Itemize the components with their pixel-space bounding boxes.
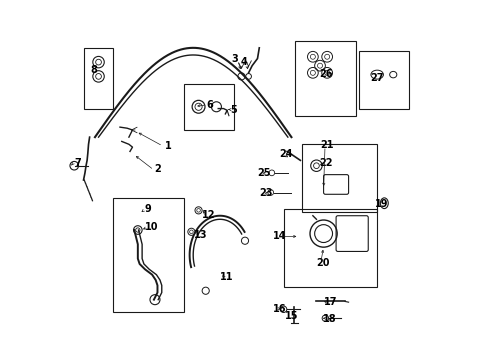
Bar [295,41,356,116]
Text: 14: 14 [273,231,287,242]
Bar [113,198,184,312]
Text: 20: 20 [316,258,330,268]
Text: 23: 23 [259,188,272,198]
Bar [359,51,409,109]
Text: 2: 2 [154,164,161,174]
Text: 8: 8 [91,65,98,75]
Text: 19: 19 [375,199,388,209]
Text: 7: 7 [74,158,81,168]
Bar [284,208,377,287]
Text: 18: 18 [323,314,337,324]
Text: 6: 6 [206,100,213,110]
Text: 11: 11 [220,272,234,282]
Text: 24: 24 [279,149,293,159]
Text: 4: 4 [241,57,247,67]
Bar [302,144,377,212]
Text: 27: 27 [370,73,384,83]
Text: 22: 22 [319,158,333,168]
Text: 16: 16 [273,303,286,314]
Bar [84,48,113,109]
Text: 21: 21 [320,140,334,150]
Text: 17: 17 [324,297,338,307]
Text: 13: 13 [194,230,207,240]
Text: 10: 10 [146,222,159,232]
Text: 9: 9 [145,204,151,214]
Text: 15: 15 [285,311,299,321]
Text: 1: 1 [165,141,172,151]
Text: 26: 26 [319,68,333,78]
Text: 3: 3 [232,54,238,64]
Text: 5: 5 [230,105,237,114]
Text: 12: 12 [202,210,215,220]
Bar [184,84,234,130]
Text: 25: 25 [257,168,270,178]
